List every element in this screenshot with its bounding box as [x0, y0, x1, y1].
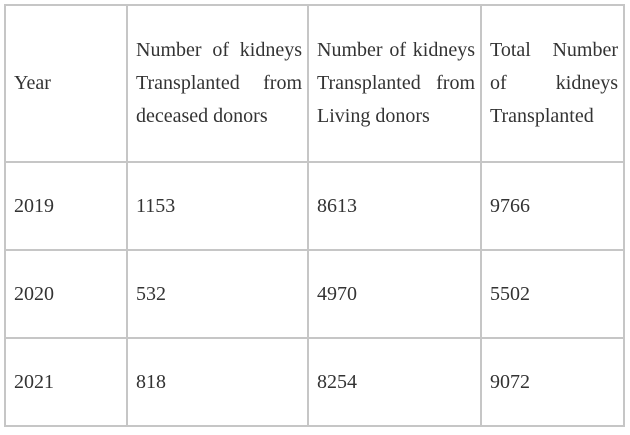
cell-deceased-2019: 1153: [126, 161, 309, 251]
cell-living-2019: 8613: [307, 161, 482, 251]
table-row-2020: 2020 532 4970 5502: [4, 249, 625, 339]
header-deceased-donors: Number of kidneys Transplanted from dece…: [126, 4, 309, 163]
header-living-donors: Number of kidneys Transplanted from Livi…: [307, 4, 482, 163]
cell-living-2021: 8254: [307, 337, 482, 427]
cell-total-2021: 9072: [480, 337, 625, 427]
table-row-2019: 2019 1153 8613 9766: [4, 161, 625, 251]
cell-year-2021: 2021: [4, 337, 128, 427]
header-total-transplanted: Total Number of kidneys Transplanted: [480, 4, 625, 163]
table-header-row: Year Number of kidneys Transplanted from…: [4, 4, 625, 163]
cell-total-2019: 9766: [480, 161, 625, 251]
cell-year-2020: 2020: [4, 249, 128, 339]
table-row-2021: 2021 818 8254 9072: [4, 337, 625, 427]
cell-living-2020: 4970: [307, 249, 482, 339]
cell-deceased-2020: 532: [126, 249, 309, 339]
kidney-transplant-table: Year Number of kidneys Transplanted from…: [4, 4, 625, 427]
header-year: Year: [4, 4, 128, 163]
cell-total-2020: 5502: [480, 249, 625, 339]
cell-deceased-2021: 818: [126, 337, 309, 427]
cell-year-2019: 2019: [4, 161, 128, 251]
